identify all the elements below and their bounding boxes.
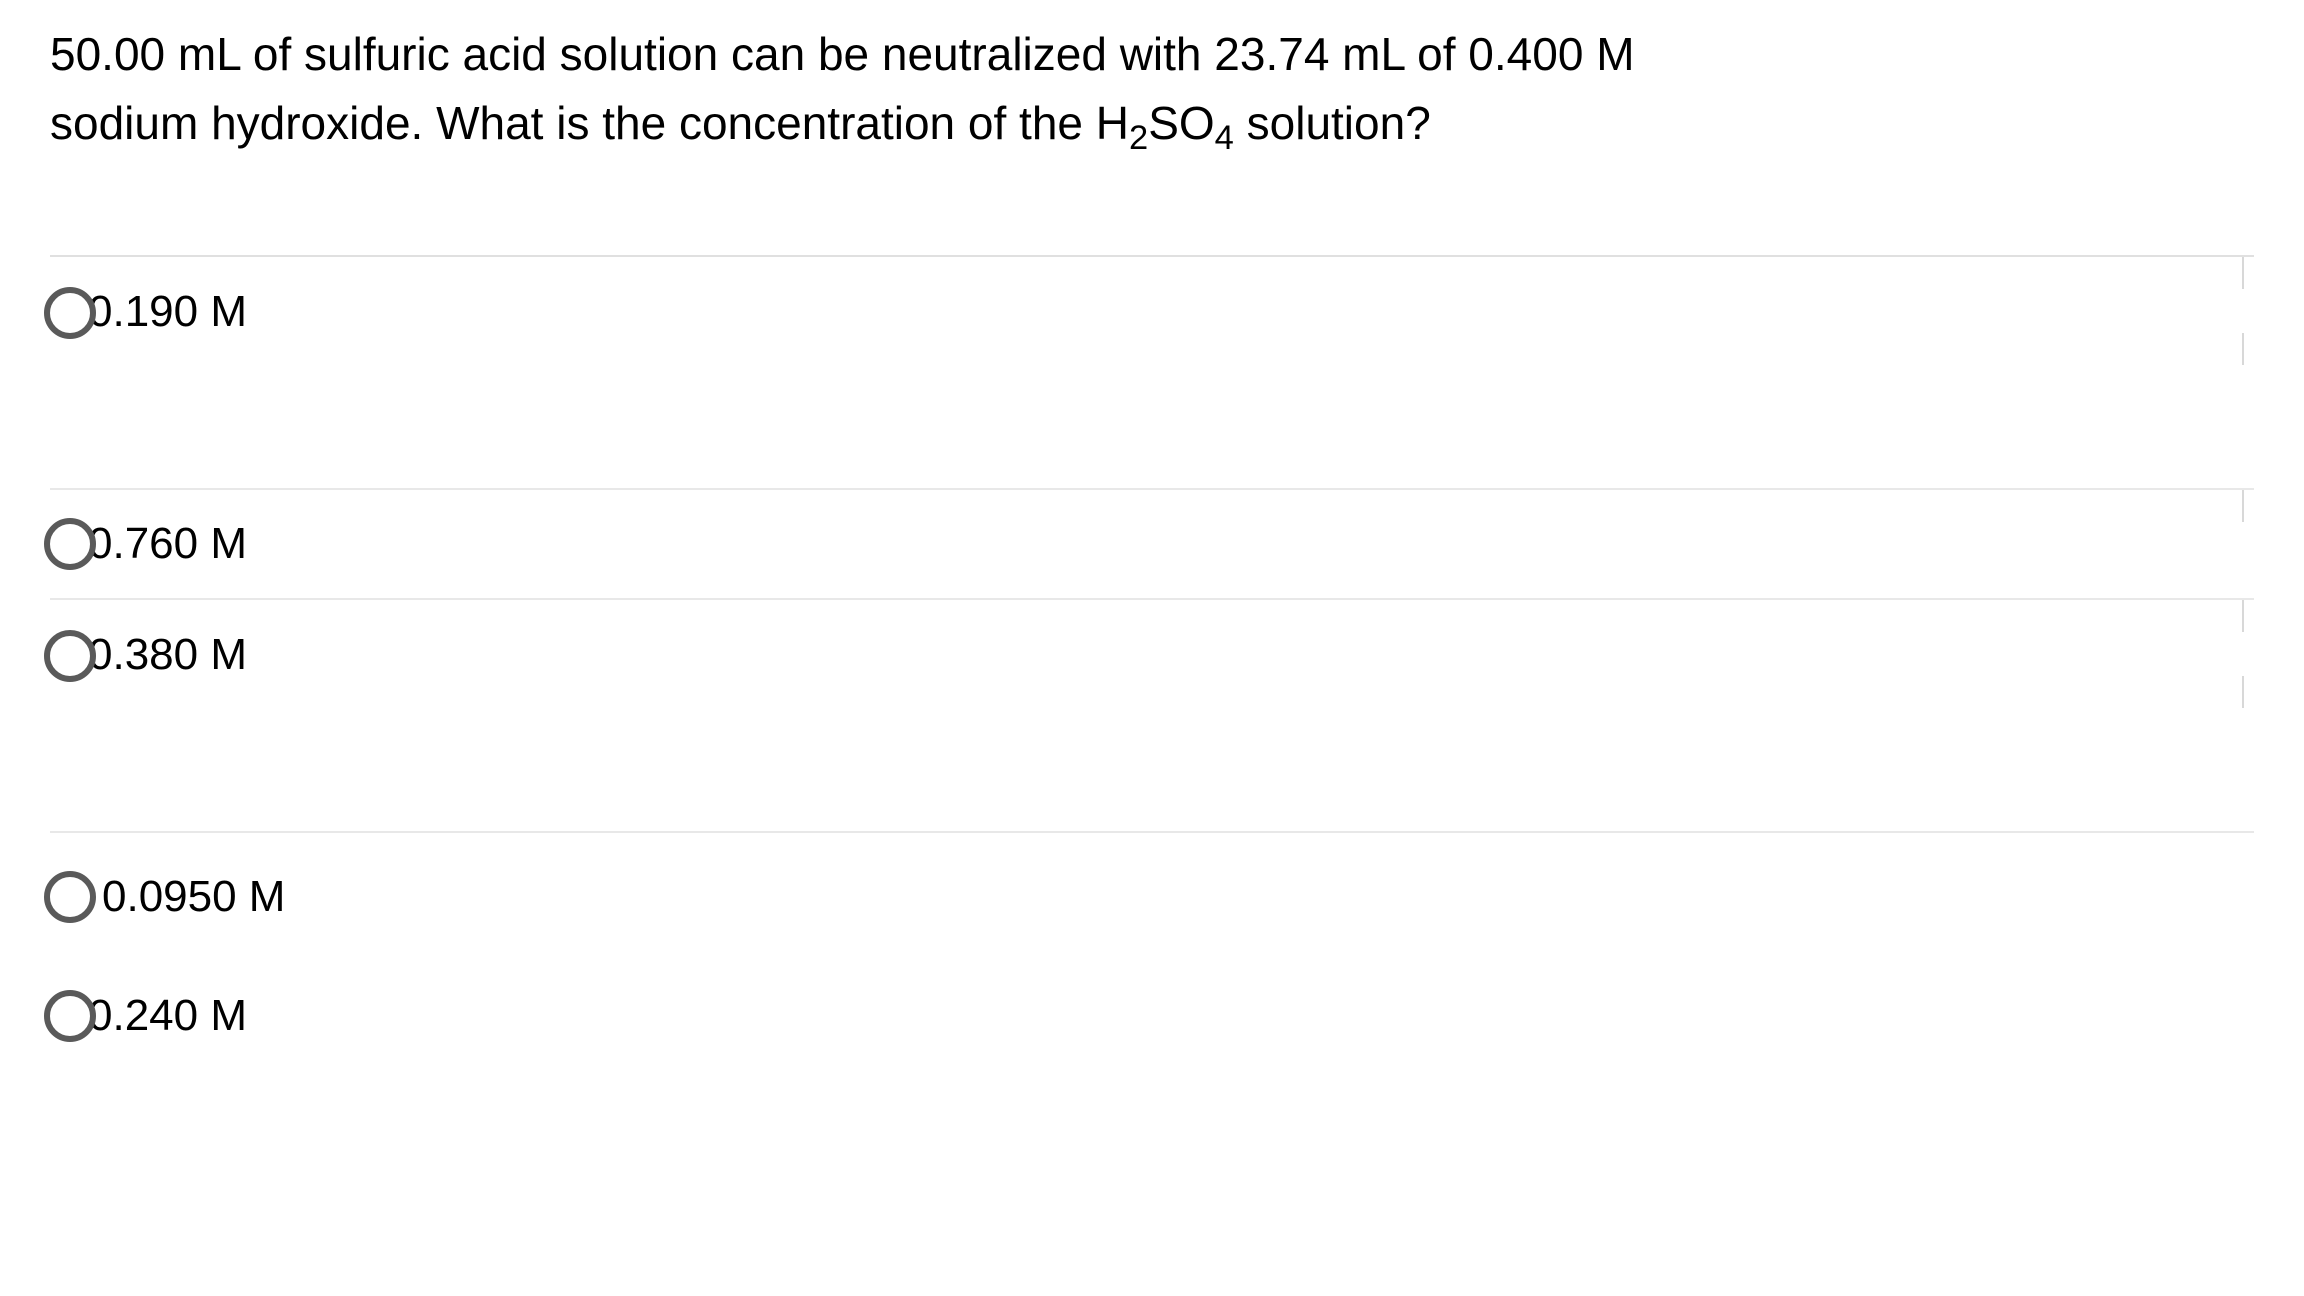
radio-button[interactable] <box>44 630 96 682</box>
question-line-2-pre: sodium hydroxide. What is the concentrat… <box>50 97 1129 149</box>
option-row-3[interactable]: 0.380 M <box>50 598 2254 831</box>
question-line-1: 50.00 mL of sulfuric acid solution can b… <box>50 28 1635 80</box>
question-line-2-mid: SO <box>1148 97 1214 149</box>
radio-button[interactable] <box>44 287 96 339</box>
divider-tick <box>2242 490 2244 522</box>
option-row-4[interactable]: 0.0950 M <box>50 831 2254 961</box>
question-line-2-post: solution? <box>1234 97 1431 149</box>
option-label: 0.760 M <box>88 519 247 569</box>
subscript-4: 4 <box>1215 119 1234 157</box>
option-row-5[interactable]: 0.240 M <box>50 961 2254 1071</box>
question-page: 50.00 mL of sulfuric acid solution can b… <box>0 0 2304 1071</box>
option-label: 0.240 M <box>88 991 247 1041</box>
question-stem: 50.00 mL of sulfuric acid solution can b… <box>50 20 2254 165</box>
divider-tick <box>2242 333 2244 365</box>
subscript-2: 2 <box>1129 119 1148 157</box>
divider-tick <box>2242 676 2244 708</box>
option-label: 0.380 M <box>88 630 247 680</box>
option-label: 0.0950 M <box>102 872 285 922</box>
radio-button[interactable] <box>44 871 96 923</box>
divider-tick <box>2242 600 2244 632</box>
options-list: 0.190 M 0.760 M 0.380 M 0.0950 M 0.240 M <box>50 255 2254 1071</box>
radio-button[interactable] <box>44 990 96 1042</box>
divider-tick <box>2242 257 2244 289</box>
option-label: 0.190 M <box>88 287 247 337</box>
option-row-1[interactable]: 0.190 M <box>50 255 2254 488</box>
option-row-2[interactable]: 0.760 M <box>50 488 2254 598</box>
radio-button[interactable] <box>44 518 96 570</box>
